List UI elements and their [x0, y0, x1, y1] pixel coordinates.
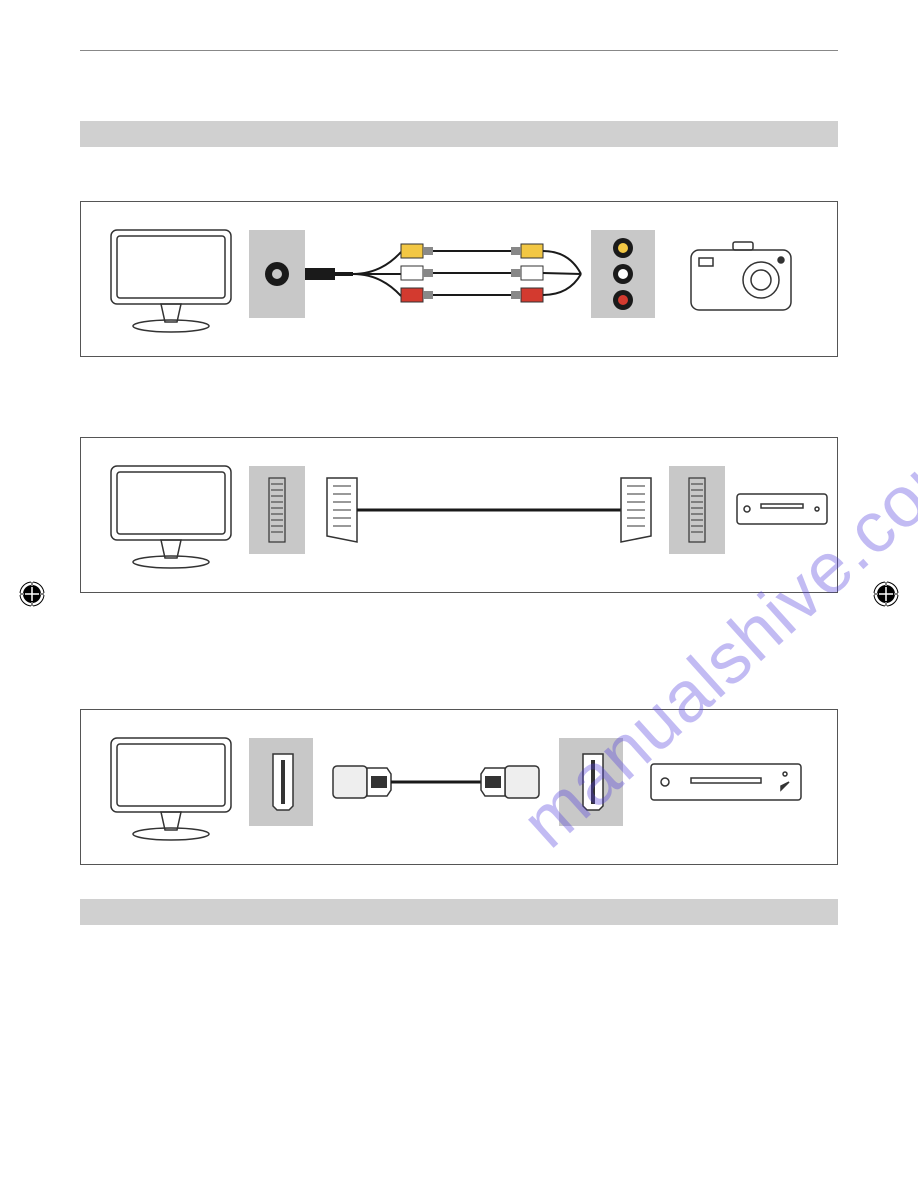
diagram-hdmi: [80, 709, 838, 865]
hdmi-connection-svg: [81, 710, 837, 864]
diagram-scart: [80, 437, 838, 593]
scart-connection-svg: [81, 438, 837, 592]
composite-connection-svg: [81, 202, 837, 356]
section-bar: [80, 121, 838, 147]
registration-mark-icon: [872, 580, 900, 608]
diagram-composite: [80, 201, 838, 357]
top-rule: [80, 50, 838, 51]
section-bar: [80, 899, 838, 925]
registration-mark-icon: [18, 580, 46, 608]
manual-page: [80, 50, 838, 925]
